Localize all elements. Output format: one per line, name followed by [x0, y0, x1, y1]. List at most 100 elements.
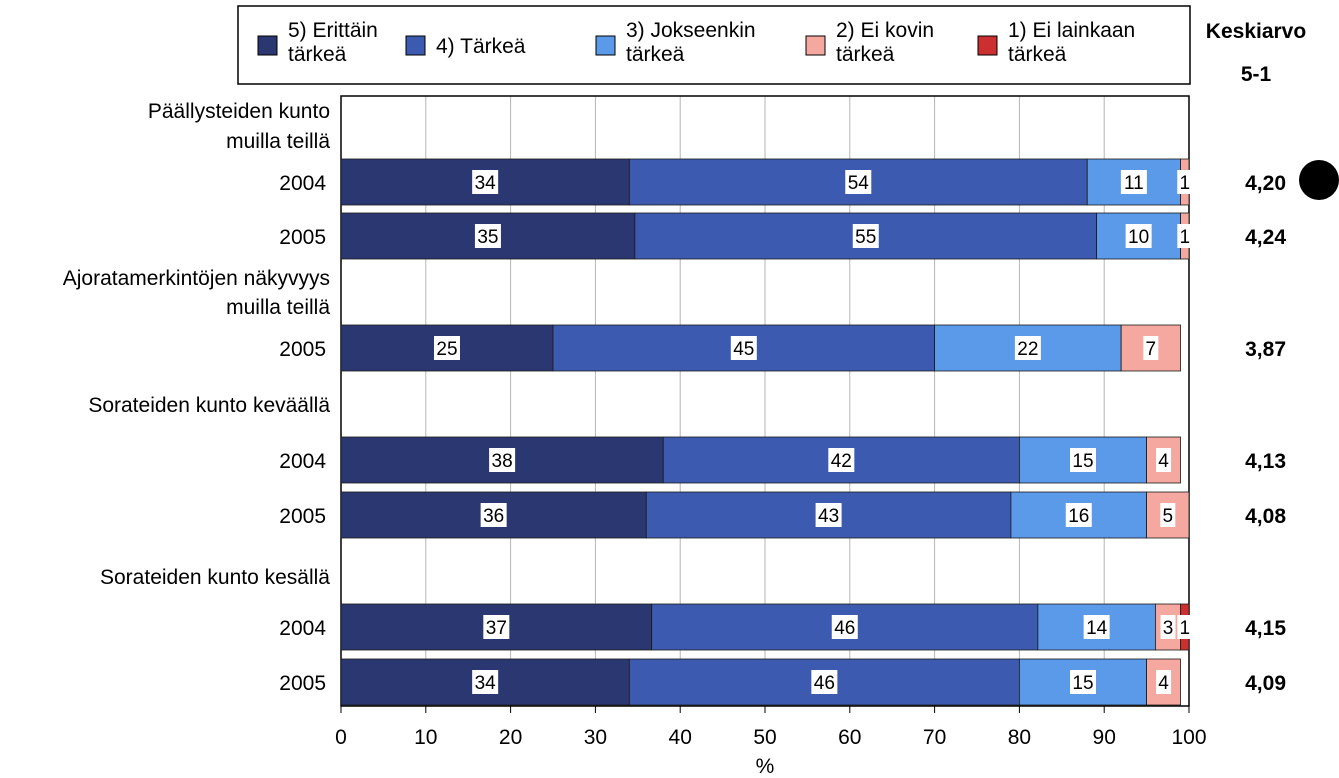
group-title: Sorateiden kunto keväällä [88, 394, 330, 417]
legend-label: tärkeä [836, 43, 895, 66]
mean-value: 4,24 [1245, 226, 1286, 249]
bar-value-label: 5 [1163, 506, 1174, 527]
bar-value-label: 37 [486, 618, 507, 639]
bar-label-bg [1120, 170, 1147, 194]
bar-value-label: 11 [1124, 173, 1144, 194]
bar-value-label: 25 [436, 339, 457, 360]
bar-label-bg [480, 503, 507, 527]
bar-value-label: 35 [477, 227, 498, 248]
group-title: Päällysteiden kunto [148, 100, 330, 123]
bar-value-label: 46 [834, 618, 855, 639]
bar-value-label: 34 [475, 673, 497, 694]
legend-swatch [977, 35, 998, 56]
row-year-label: 2005 [279, 226, 326, 249]
legend-label: 1) Ei lainkaan [1008, 19, 1135, 42]
legend-swatch [405, 35, 426, 56]
legend-label: tärkeä [626, 43, 685, 66]
bar-label-bg [1177, 615, 1193, 639]
row-year-label: 2004 [279, 172, 326, 195]
row-labels: Päällysteiden kunto muilla teillä 2004 2005… [63, 100, 331, 695]
bar-label-bg [474, 224, 501, 248]
legend-label: 3) Jokseenkin [626, 19, 756, 42]
bar-label-bg [1125, 224, 1152, 248]
bar-value-label: 10 [1128, 227, 1149, 248]
bar-value-label: 45 [733, 339, 754, 360]
mean-value: 4,20 [1245, 172, 1286, 195]
x-tick-label: 10 [414, 726, 437, 749]
bar-label-bg [1083, 615, 1110, 639]
legend-label: tärkeä [1008, 43, 1067, 66]
bar-value-label: 15 [1072, 451, 1093, 472]
row-year-label: 2005 [279, 338, 326, 361]
bar-label-bg [730, 336, 757, 360]
bar-label-bg [1156, 448, 1172, 472]
x-tick-label: 0 [335, 726, 347, 749]
bar-label-bg [1156, 670, 1172, 694]
row-year-label: 2004 [279, 617, 326, 640]
bar-label-bg [845, 170, 872, 194]
bar-value-label: 1 [1180, 227, 1191, 248]
bar-value-label: 1 [1180, 618, 1191, 639]
legend-swatch [595, 35, 616, 56]
bar-value-label: 3 [1163, 618, 1174, 639]
bar-label-bg [852, 224, 879, 248]
mean-value: 4,09 [1245, 672, 1286, 695]
bar-label-bg [1177, 224, 1193, 248]
bar-value-label: 22 [1017, 339, 1038, 360]
bar-value-label: 15 [1072, 673, 1093, 694]
bar-value-label: 14 [1086, 618, 1108, 639]
bar-value-label: 42 [831, 451, 852, 472]
mean-value: 4,15 [1245, 617, 1286, 640]
bar-value-label: 36 [483, 506, 504, 527]
mean-value: 3,87 [1245, 338, 1286, 361]
bar-label-bg [828, 448, 855, 472]
bar-label-bg [472, 670, 499, 694]
bar-value-label: 43 [818, 506, 839, 527]
group-title: muilla teillä [226, 296, 330, 319]
bar-label-bg [1065, 503, 1092, 527]
x-tick-label: 40 [669, 726, 692, 749]
bar-label-bg [1014, 336, 1041, 360]
legend-item: 4) Tärkeä [405, 35, 526, 58]
bar-label-bg [1160, 615, 1176, 639]
bar-label-bg [489, 448, 516, 472]
x-tick-label: 70 [923, 726, 946, 749]
bar-label-bg [1177, 170, 1193, 194]
bar-segment [645, 491, 1012, 539]
x-tick-label: 80 [1008, 726, 1031, 749]
bar-value-label: 16 [1068, 506, 1089, 527]
x-axis-label: % [756, 755, 775, 778]
bar-value-label: 34 [475, 173, 497, 194]
group-title: Ajoratamerkintöjen näkyvyys [63, 267, 330, 290]
x-tick-label: 30 [584, 726, 607, 749]
bar-label-bg [831, 615, 858, 639]
bar-label-bg [1160, 503, 1176, 527]
bar-segment [634, 212, 1098, 260]
x-tick-label: 50 [753, 726, 776, 749]
legend-label: tärkeä [288, 43, 347, 66]
bar-value-label: 4 [1158, 673, 1169, 694]
bar-segment [628, 158, 1088, 206]
mean-header: Keskiarvo [1206, 20, 1306, 43]
row-year-label: 2004 [279, 450, 326, 473]
x-tick-label: 20 [499, 726, 522, 749]
decorative-dot [1299, 160, 1339, 200]
row-year-label: 2005 [279, 672, 326, 695]
legend-label: 4) Tärkeä [436, 35, 526, 58]
mean-value: 4,08 [1245, 505, 1286, 528]
bar-value-label: 55 [855, 227, 876, 248]
bar-label-bg [1143, 336, 1159, 360]
legend-swatch [257, 35, 278, 56]
x-tick-label: 90 [1093, 726, 1116, 749]
legend-frame [237, 5, 1191, 85]
bar-label-bg [472, 170, 499, 194]
bar-label-bg [815, 503, 842, 527]
x-tick-label: 60 [838, 726, 861, 749]
bar-value-label: 1 [1179, 173, 1190, 194]
bar-value-label: 46 [814, 673, 835, 694]
x-axis: 0 10 20 30 40 50 60 70 80 90 100 [335, 706, 1207, 749]
bar-label-bg [483, 615, 510, 639]
